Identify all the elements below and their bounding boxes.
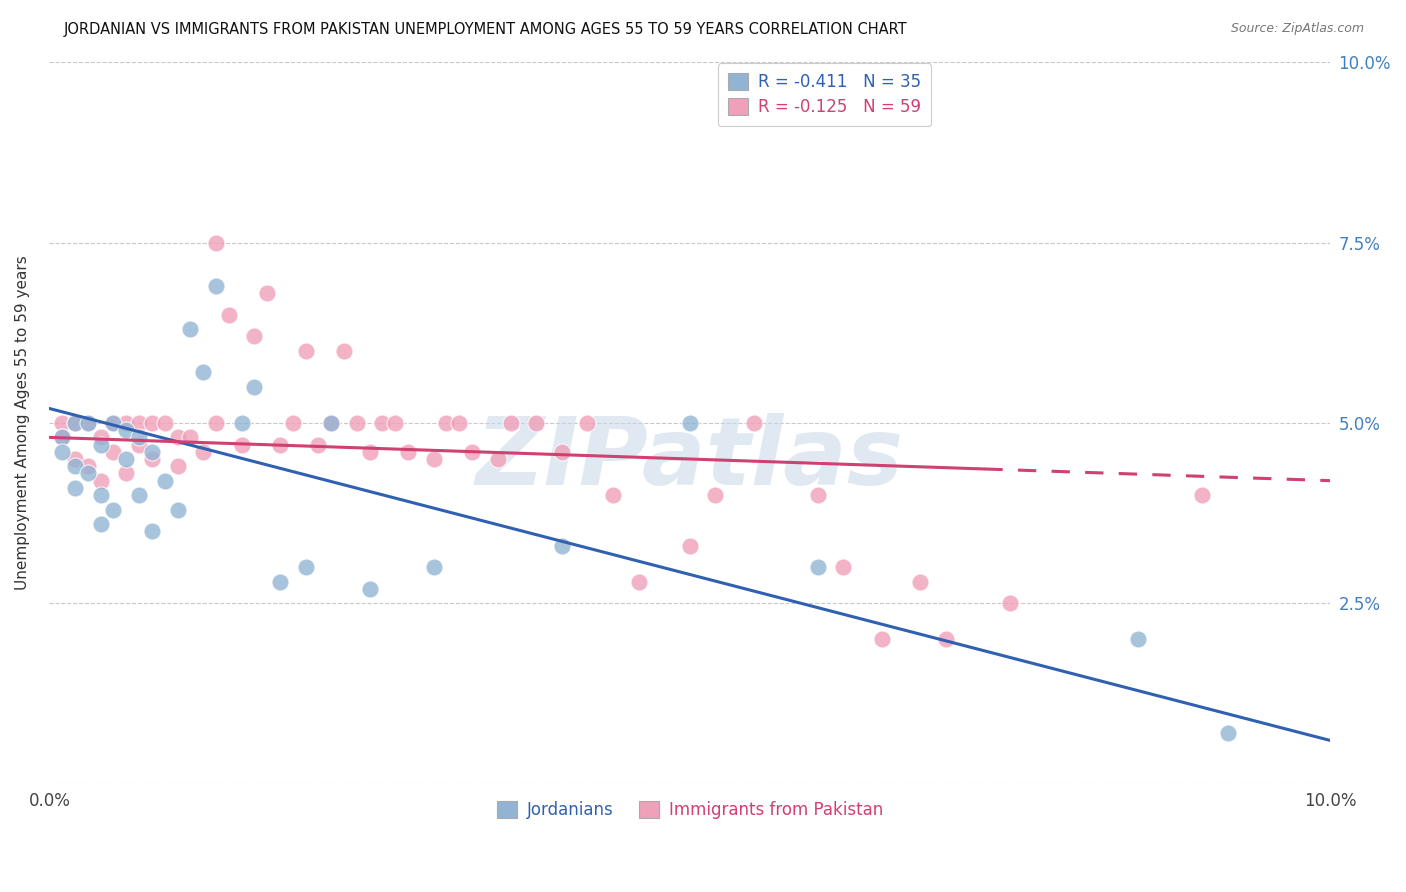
- Point: [627, 574, 650, 589]
- Point: [1126, 632, 1149, 647]
- Point: [486, 452, 509, 467]
- Point: [166, 459, 188, 474]
- Point: [76, 459, 98, 474]
- Point: [807, 488, 830, 502]
- Point: [359, 445, 381, 459]
- Point: [359, 582, 381, 596]
- Point: [90, 516, 112, 531]
- Point: [243, 329, 266, 343]
- Point: [346, 416, 368, 430]
- Point: [231, 416, 253, 430]
- Point: [76, 416, 98, 430]
- Point: [63, 459, 86, 474]
- Point: [294, 560, 316, 574]
- Point: [499, 416, 522, 430]
- Point: [243, 380, 266, 394]
- Point: [76, 416, 98, 430]
- Point: [51, 430, 73, 444]
- Point: [832, 560, 855, 574]
- Point: [371, 416, 394, 430]
- Point: [679, 539, 702, 553]
- Point: [333, 343, 356, 358]
- Text: ZIPatlas: ZIPatlas: [475, 413, 904, 505]
- Point: [679, 416, 702, 430]
- Point: [191, 445, 214, 459]
- Point: [551, 445, 574, 459]
- Point: [128, 437, 150, 451]
- Text: JORDANIAN VS IMMIGRANTS FROM PAKISTAN UNEMPLOYMENT AMONG AGES 55 TO 59 YEARS COR: JORDANIAN VS IMMIGRANTS FROM PAKISTAN UN…: [63, 22, 907, 37]
- Point: [870, 632, 893, 647]
- Point: [128, 430, 150, 444]
- Point: [256, 286, 278, 301]
- Point: [910, 574, 932, 589]
- Point: [90, 437, 112, 451]
- Point: [153, 416, 176, 430]
- Point: [321, 416, 343, 430]
- Point: [103, 445, 125, 459]
- Point: [1216, 726, 1239, 740]
- Point: [205, 416, 228, 430]
- Point: [396, 445, 419, 459]
- Point: [1191, 488, 1213, 502]
- Point: [269, 574, 291, 589]
- Point: [307, 437, 329, 451]
- Point: [128, 488, 150, 502]
- Point: [115, 467, 138, 481]
- Point: [63, 481, 86, 495]
- Point: [90, 474, 112, 488]
- Point: [103, 416, 125, 430]
- Point: [461, 445, 484, 459]
- Point: [205, 235, 228, 250]
- Point: [231, 437, 253, 451]
- Point: [63, 416, 86, 430]
- Point: [422, 452, 444, 467]
- Point: [602, 488, 624, 502]
- Point: [205, 278, 228, 293]
- Point: [524, 416, 547, 430]
- Point: [742, 416, 765, 430]
- Point: [998, 596, 1021, 610]
- Point: [76, 467, 98, 481]
- Point: [294, 343, 316, 358]
- Point: [704, 488, 727, 502]
- Point: [166, 430, 188, 444]
- Point: [141, 452, 163, 467]
- Point: [115, 452, 138, 467]
- Point: [51, 416, 73, 430]
- Point: [153, 474, 176, 488]
- Point: [141, 524, 163, 538]
- Point: [141, 445, 163, 459]
- Text: Source: ZipAtlas.com: Source: ZipAtlas.com: [1230, 22, 1364, 36]
- Point: [90, 430, 112, 444]
- Point: [90, 488, 112, 502]
- Point: [115, 416, 138, 430]
- Point: [63, 452, 86, 467]
- Point: [191, 366, 214, 380]
- Point: [576, 416, 599, 430]
- Point: [141, 416, 163, 430]
- Point: [128, 416, 150, 430]
- Point: [51, 445, 73, 459]
- Point: [166, 502, 188, 516]
- Point: [179, 322, 201, 336]
- Point: [218, 308, 240, 322]
- Point: [63, 416, 86, 430]
- Y-axis label: Unemployment Among Ages 55 to 59 years: Unemployment Among Ages 55 to 59 years: [15, 256, 30, 591]
- Point: [551, 539, 574, 553]
- Point: [51, 430, 73, 444]
- Point: [103, 416, 125, 430]
- Point: [449, 416, 471, 430]
- Point: [281, 416, 304, 430]
- Point: [321, 416, 343, 430]
- Point: [269, 437, 291, 451]
- Point: [807, 560, 830, 574]
- Point: [935, 632, 957, 647]
- Point: [115, 423, 138, 437]
- Point: [436, 416, 458, 430]
- Legend: Jordanians, Immigrants from Pakistan: Jordanians, Immigrants from Pakistan: [491, 795, 890, 826]
- Point: [179, 430, 201, 444]
- Point: [103, 502, 125, 516]
- Point: [422, 560, 444, 574]
- Point: [384, 416, 406, 430]
